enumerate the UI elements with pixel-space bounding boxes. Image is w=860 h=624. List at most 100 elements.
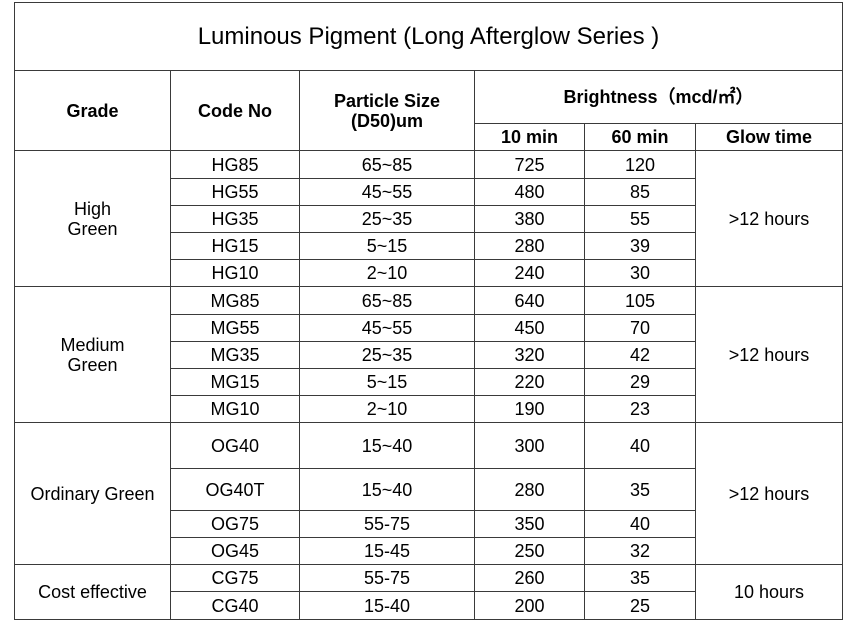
header-60-min: 60 min (584, 123, 696, 151)
code-cell: CG75 (170, 564, 300, 592)
table-row: HG35 25~35 380 55 (15, 205, 843, 233)
code-cell: MG15 (170, 368, 300, 396)
table-row: HG55 45~55 480 85 (15, 178, 843, 206)
brightness-10-min-cell: 320 (474, 341, 585, 369)
table-row: Cost effective CG75 55-75 260 35 10 hours (14, 564, 843, 620)
particle-size-cell: 15-45 (299, 537, 475, 565)
brightness-10-min-cell: 250 (474, 537, 585, 565)
brightness-60-min-cell: 70 (584, 314, 696, 342)
code-cell: HG55 (170, 178, 300, 206)
particle-size-cell: 25~35 (299, 341, 475, 369)
code-cell: MG35 (170, 341, 300, 369)
glow-time-cell: 10 hours (695, 564, 843, 620)
brightness-10-min-cell: 220 (474, 368, 585, 396)
particle-size-cell: 15~40 (299, 422, 475, 469)
particle-size-cell: 55-75 (299, 510, 475, 538)
code-cell: HG10 (170, 259, 300, 287)
code-cell: MG10 (170, 395, 300, 423)
table-row: MG35 25~35 320 42 (15, 341, 843, 369)
brightness-10-min-cell: 240 (474, 259, 585, 287)
grade-cell: Medium Green (14, 286, 171, 423)
table-row: MG15 5~15 220 29 (15, 368, 843, 396)
brightness-10-min-cell: 190 (474, 395, 585, 423)
grade-line2: Green (67, 354, 118, 375)
particle-size-cell: 2~10 (299, 259, 475, 287)
particle-size-cell: 45~55 (299, 178, 475, 206)
table-row: HG15 5~15 280 39 (15, 232, 843, 260)
brightness-10-min-cell: 280 (474, 468, 585, 511)
header-particle-size-line1: Particle Size (333, 90, 441, 111)
brightness-60-min-cell: 29 (584, 368, 696, 396)
code-cell: OG45 (170, 537, 300, 565)
brightness-60-min-cell: 25 (584, 591, 696, 620)
grade-cell: Ordinary Green (14, 422, 171, 565)
header-particle-size: Particle Size (D50)um (299, 70, 475, 151)
code-cell: HG15 (170, 232, 300, 260)
brightness-10-min-cell: 725 (474, 150, 585, 179)
code-cell: OG75 (170, 510, 300, 538)
code-cell: HG85 (170, 150, 300, 179)
particle-size-cell: 15~40 (299, 468, 475, 511)
brightness-60-min-cell: 35 (584, 564, 696, 592)
table-row: Medium Green MG85 65~85 640 105 >12 hours (14, 286, 843, 423)
brightness-10-min-cell: 480 (474, 178, 585, 206)
particle-size-cell: 5~15 (299, 368, 475, 396)
brightness-60-min-cell: 85 (584, 178, 696, 206)
brightness-60-min-cell: 23 (584, 395, 696, 423)
grade-line2: Green (67, 218, 118, 239)
code-cell: MG55 (170, 314, 300, 342)
brightness-10-min-cell: 200 (474, 591, 585, 620)
code-cell: HG35 (170, 205, 300, 233)
brightness-60-min-cell: 105 (584, 286, 696, 315)
brightness-60-min-cell: 30 (584, 259, 696, 287)
pigment-table-container: Luminous Pigment (Long Afterglow Series … (14, 2, 843, 620)
brightness-10-min-cell: 260 (474, 564, 585, 592)
particle-size-cell: 55-75 (299, 564, 475, 592)
brightness-10-min-cell: 350 (474, 510, 585, 538)
header-particle-size-line2: (D50)um (350, 110, 423, 131)
particle-size-cell: 65~85 (299, 286, 475, 315)
particle-size-cell: 2~10 (299, 395, 475, 423)
brightness-10-min-cell: 380 (474, 205, 585, 233)
code-cell: MG85 (170, 286, 300, 315)
grade-line1: Cost effective (38, 582, 147, 602)
table-row: HG10 2~10 240 30 (15, 259, 843, 287)
brightness-60-min-cell: 42 (584, 341, 696, 369)
grade-line1: High (73, 198, 112, 219)
code-cell: OG40 (170, 422, 300, 469)
particle-size-cell: 15-40 (299, 591, 475, 620)
header-brightness: Brightness（mcd/㎡） (474, 70, 843, 124)
brightness-60-min-cell: 35 (584, 468, 696, 511)
code-cell: OG40T (170, 468, 300, 511)
header-10-min: 10 min (474, 123, 585, 151)
grade-line1: Ordinary Green (30, 483, 155, 504)
particle-size-cell: 45~55 (299, 314, 475, 342)
header-glow-time: Glow time (695, 123, 843, 151)
table-row: OG45 15-45 250 32 (15, 537, 843, 565)
particle-size-cell: 25~35 (299, 205, 475, 233)
brightness-60-min-cell: 40 (584, 510, 696, 538)
brightness-60-min-cell: 32 (584, 537, 696, 565)
glow-time-cell: >12 hours (695, 422, 843, 565)
brightness-10-min-cell: 280 (474, 232, 585, 260)
brightness-10-min-cell: 300 (474, 422, 585, 469)
glow-time-cell: >12 hours (695, 286, 843, 423)
table-row: Ordinary Green OG40 15~40 300 40 >12 hours (14, 422, 843, 565)
header-code-no: Code No (170, 70, 300, 151)
brightness-60-min-cell: 39 (584, 232, 696, 260)
table-row: MG10 2~10 190 23 (15, 395, 843, 423)
table-row: CG40 15-40 200 25 (15, 591, 843, 620)
table-row: MG55 45~55 450 70 (15, 314, 843, 342)
brightness-60-min-cell: 55 (584, 205, 696, 233)
table-row: High Green HG85 65~85 725 120 >12 hours (14, 150, 843, 287)
brightness-10-min-cell: 450 (474, 314, 585, 342)
grade-line1: Medium (60, 334, 125, 355)
header-grade: Grade (14, 70, 171, 151)
pigment-table: Luminous Pigment (Long Afterglow Series … (14, 2, 843, 620)
brightness-60-min-cell: 120 (584, 150, 696, 179)
particle-size-cell: 65~85 (299, 150, 475, 179)
particle-size-cell: 5~15 (299, 232, 475, 260)
brightness-60-min-cell: 40 (584, 422, 696, 469)
grade-cell: High Green (14, 150, 171, 287)
brightness-10-min-cell: 640 (474, 286, 585, 315)
